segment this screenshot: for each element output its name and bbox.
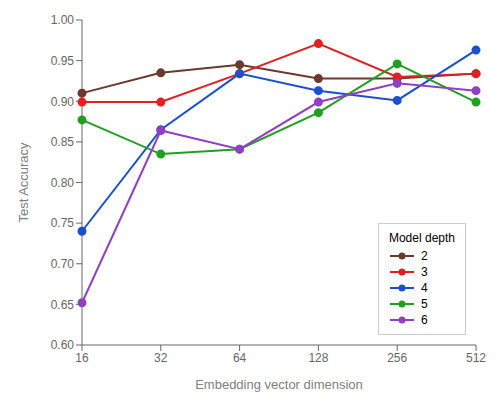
svg-text:Test Accuracy: Test Accuracy [16,142,31,223]
html-text:4: 4 [421,281,428,295]
svg-text:16: 16 [75,351,89,365]
svg-text:0.75: 0.75 [51,216,75,230]
svg-text:1.00: 1.00 [51,13,75,27]
svg-text:64: 64 [233,351,247,365]
html-text:3: 3 [421,265,428,279]
svg-text:256: 256 [387,351,407,365]
html-text:2: 2 [421,249,428,263]
html-text:Model depth: Model depth [389,231,455,245]
svg-text:0.80: 0.80 [51,176,75,190]
svg-text:0.60: 0.60 [51,338,75,352]
svg-text:0.95: 0.95 [51,54,75,68]
svg-text:0.85: 0.85 [51,135,75,149]
svg-text:512: 512 [466,351,486,365]
svg-text:0.70: 0.70 [51,257,75,271]
svg-text:Embedding vector dimension: Embedding vector dimension [195,377,363,392]
html-text:6: 6 [421,313,428,327]
html-text:5: 5 [421,297,428,311]
svg-text:32: 32 [154,351,168,365]
svg-text:0.90: 0.90 [51,95,75,109]
svg-text:0.65: 0.65 [51,298,75,312]
svg-text:128: 128 [308,351,328,365]
